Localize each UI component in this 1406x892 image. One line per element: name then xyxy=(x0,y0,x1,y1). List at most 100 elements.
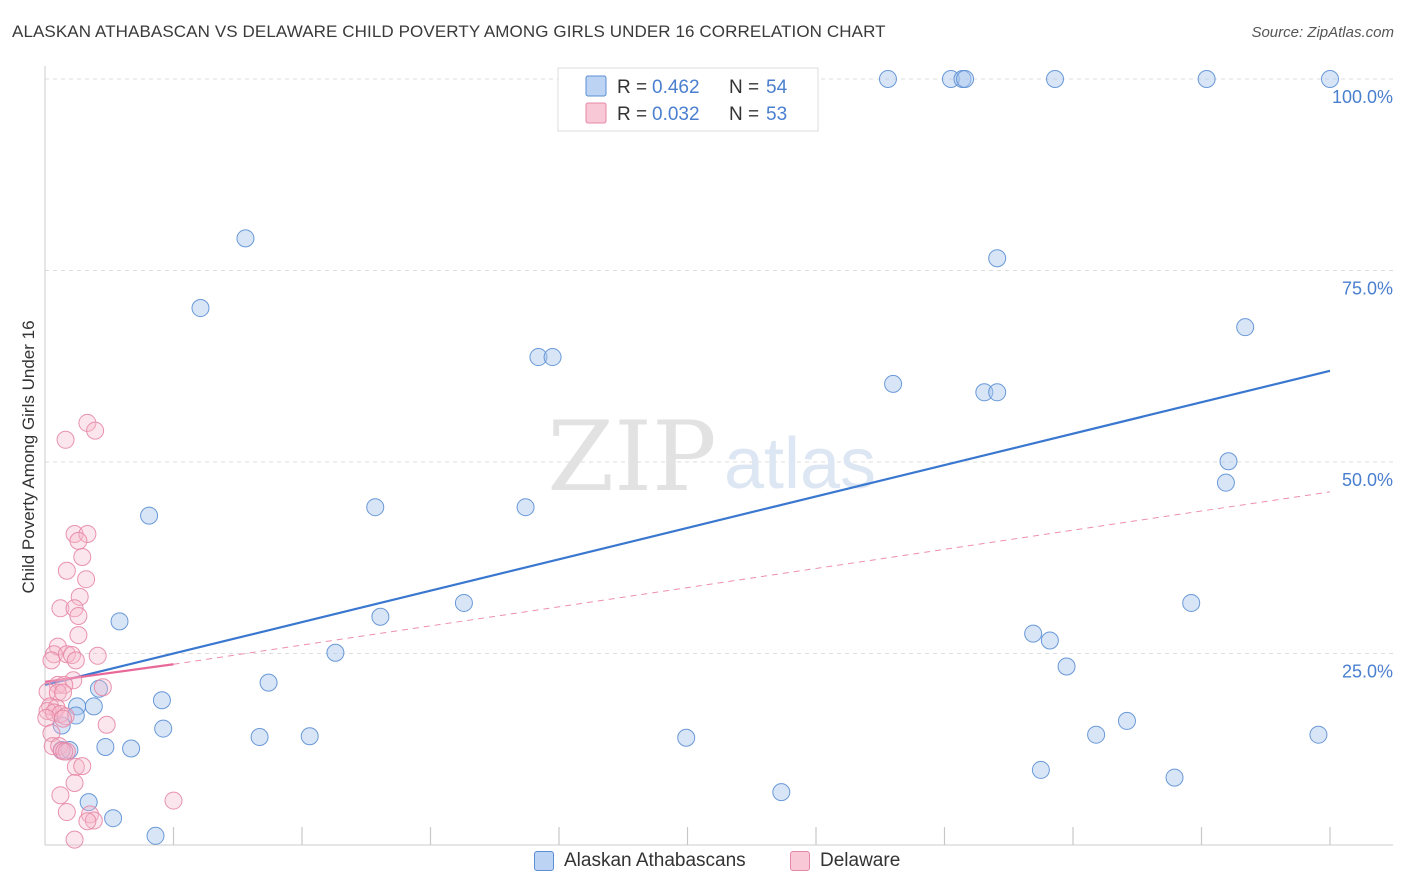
point-alaskan-athabascans xyxy=(772,783,791,802)
point-alaskan-athabascans xyxy=(96,737,115,756)
y-tick-label: 75.0% xyxy=(1342,279,1393,299)
point-delaware xyxy=(66,757,85,776)
point-delaware xyxy=(88,646,107,665)
point-alaskan-athabascans xyxy=(140,506,159,525)
point-alaskan-athabascans xyxy=(988,383,1007,402)
point-delaware xyxy=(51,599,70,618)
point-delaware xyxy=(66,651,85,670)
point-delaware xyxy=(43,737,62,756)
point-alaskan-athabascans xyxy=(454,593,473,612)
trendline-delaware xyxy=(173,491,1331,665)
point-alaskan-athabascans xyxy=(259,673,278,692)
point-delaware xyxy=(78,812,97,831)
legend-top-swatch xyxy=(585,102,607,124)
point-delaware xyxy=(69,606,88,625)
legend-bottom: Alaskan Athabascans Delaware xyxy=(0,850,1406,880)
trendline-delaware xyxy=(44,663,174,683)
legend-swatch-blue xyxy=(534,851,554,871)
point-alaskan-athabascans xyxy=(1057,657,1076,676)
point-delaware xyxy=(78,413,97,432)
point-alaskan-athabascans xyxy=(1031,760,1050,779)
data-points xyxy=(37,70,1339,849)
y-tick-label: 100.0% xyxy=(1332,87,1393,107)
point-delaware xyxy=(56,430,75,449)
legend-n-label: N = xyxy=(729,104,759,125)
point-delaware xyxy=(55,742,74,761)
legend-item-alaskan-athabascans[interactable]: Alaskan Athabascans xyxy=(534,850,746,872)
point-delaware xyxy=(37,708,56,727)
point-alaskan-athabascans xyxy=(1024,624,1043,643)
point-delaware xyxy=(69,531,88,550)
point-delaware xyxy=(53,683,72,702)
point-delaware xyxy=(42,651,61,670)
point-delaware xyxy=(69,626,88,645)
point-alaskan-athabascans xyxy=(1165,768,1184,787)
legend-n-label: N = xyxy=(729,77,759,98)
point-alaskan-athabascans xyxy=(878,70,897,88)
point-delaware xyxy=(73,757,92,776)
point-alaskan-athabascans xyxy=(1087,725,1106,744)
point-delaware xyxy=(70,587,89,606)
legend-r-label: R = xyxy=(617,77,647,98)
watermark: ZIP atlas xyxy=(547,401,876,513)
y-tick-label: 50.0% xyxy=(1342,470,1393,490)
legend-swatch-pink xyxy=(790,851,810,871)
point-alaskan-athabascans xyxy=(1046,70,1065,88)
point-delaware xyxy=(57,803,76,822)
point-alaskan-athabascans xyxy=(250,727,269,746)
legend-top-swatch xyxy=(585,75,607,97)
point-alaskan-athabascans xyxy=(1219,452,1238,471)
point-alaskan-athabascans xyxy=(154,719,173,738)
point-delaware xyxy=(93,678,112,697)
point-alaskan-athabascans xyxy=(1040,631,1059,650)
point-delaware xyxy=(164,791,183,810)
point-alaskan-athabascans xyxy=(956,70,975,88)
watermark-atlas: atlas xyxy=(724,424,876,504)
chart-title: ALASKAN ATHABASCAN VS DELAWARE CHILD POV… xyxy=(12,22,886,41)
source-label: Source: ZipAtlas.com xyxy=(1251,24,1394,41)
point-alaskan-athabascans xyxy=(543,348,562,367)
point-alaskan-athabascans xyxy=(1321,70,1339,88)
point-alaskan-athabascans xyxy=(236,229,255,248)
point-alaskan-athabascans xyxy=(110,612,129,631)
point-delaware xyxy=(56,707,75,726)
point-delaware xyxy=(73,547,92,566)
point-delaware xyxy=(84,811,103,830)
point-alaskan-athabascans xyxy=(371,607,390,626)
point-alaskan-athabascans xyxy=(122,739,141,758)
point-alaskan-athabascans xyxy=(1309,725,1328,744)
point-delaware xyxy=(65,830,84,849)
point-delaware xyxy=(57,561,76,580)
axes xyxy=(44,66,1393,846)
y-tick-label: 25.0% xyxy=(1342,662,1393,682)
point-alaskan-athabascans xyxy=(1117,711,1136,730)
legend-item-delaware[interactable]: Delaware xyxy=(790,850,900,872)
axis-ticks xyxy=(172,827,1331,845)
point-alaskan-athabascans xyxy=(884,374,903,393)
point-delaware xyxy=(51,786,70,805)
point-delaware xyxy=(77,570,96,589)
legend-r-value: 0.462 xyxy=(652,77,700,98)
point-delaware xyxy=(65,773,84,792)
point-delaware xyxy=(57,645,76,664)
legend-r-value: 0.032 xyxy=(652,104,700,125)
point-alaskan-athabascans xyxy=(677,728,696,747)
point-delaware xyxy=(86,421,105,440)
point-alaskan-athabascans xyxy=(152,691,171,710)
point-delaware xyxy=(48,683,67,702)
point-delaware xyxy=(97,715,116,734)
legend-label-alaskan-athabascans: Alaskan Athabascans xyxy=(564,850,746,871)
point-alaskan-athabascans xyxy=(366,498,385,517)
legend-top: R = 0.462 N = 54 R = 0.032 N = 53 xyxy=(557,67,819,132)
trendlines xyxy=(44,369,1331,686)
point-alaskan-athabascans xyxy=(84,697,103,716)
point-delaware xyxy=(53,709,72,728)
point-alaskan-athabascans xyxy=(146,826,165,845)
legend-label-delaware: Delaware xyxy=(820,850,901,871)
point-alaskan-athabascans xyxy=(1236,318,1255,337)
scatter-chart: ZIP atlas 100.0%75.0%50.0%25.0%0.0%100.0… xyxy=(19,66,1393,849)
point-alaskan-athabascans xyxy=(191,299,210,318)
legend-n-value: 53 xyxy=(766,104,787,125)
axis-labels: 100.0%75.0%50.0%25.0%0.0%100.0%Child Pov… xyxy=(19,87,1393,682)
point-alaskan-athabascans xyxy=(326,643,345,662)
